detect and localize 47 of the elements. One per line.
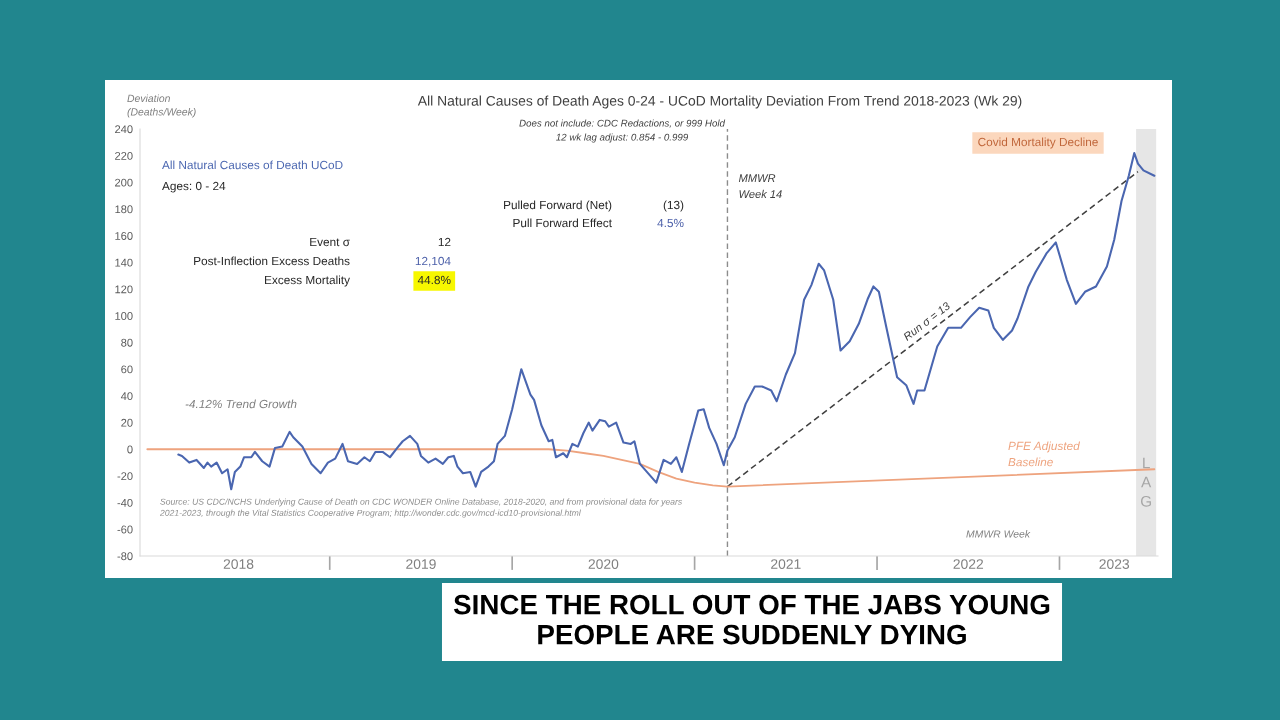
x-tick-label: 2021 <box>771 559 801 569</box>
y-tick-label: 80 <box>121 338 133 347</box>
text: Run σ = 13 <box>902 301 951 341</box>
x-axis-title: MMWR Week <box>966 530 1031 538</box>
text: All Natural Causes of Death UCoD <box>162 160 343 170</box>
x-tick-label: 2020 <box>588 559 619 569</box>
y-tick-label: 220 <box>115 151 133 160</box>
annotation: (13) <box>663 200 684 212</box>
y-tick-label: 20 <box>121 418 133 427</box>
y-tick-label: 100 <box>115 312 133 320</box>
y-tick-label: 0 <box>127 445 133 454</box>
y-tick-label: 160 <box>115 232 133 240</box>
y-tick-label: 60 <box>121 365 133 374</box>
text: SINCE THE ROLL OUT OF THE JABS YOUNG PEOPLE ARE SUDDENLY DYING <box>453 594 1050 645</box>
annotation: Excess Mortality <box>265 275 350 287</box>
x-tick-label: 2023 <box>1099 559 1130 569</box>
y-tick-label: 120 <box>115 285 133 294</box>
y-tick-label: 200 <box>115 178 133 187</box>
y-axis-title: Deviation (Deaths/Week) <box>127 94 196 118</box>
chart-title: All Natural Causes of Death Ages 0-24 - UCoD Mortality Deviation From Trend 2018-2023 (Wk 29) <box>417 95 1022 109</box>
chart-subtitle: Does not include: CDC Redactions, or 999 Hold 12 wk lag adjust: 0.854 - 0.999 <box>519 119 726 143</box>
annotation: 4.5% <box>657 218 684 228</box>
y-tick-label: -60 <box>117 525 133 534</box>
annotation: Ages: 0 - 24 <box>162 181 226 193</box>
y-tick-label: 240 <box>115 125 133 134</box>
annotation: -4.12% Trend Growth <box>185 399 297 409</box>
x-tick-label: 2022 <box>953 559 984 569</box>
annotation: 12 <box>438 237 451 247</box>
annotation: 44.8% <box>417 275 451 285</box>
y-tick-label: -80 <box>117 552 133 561</box>
series-label: PFE Adjusted Baseline <box>1008 441 1081 467</box>
annotation: 12,104 <box>415 256 451 267</box>
annotation: Pulled Forward (Net) <box>504 200 612 212</box>
y-tick-label: 140 <box>115 258 133 267</box>
annotation: Source: US CDC/NCHS Underlying Cause of Death on CDC WONDER Online Database, 2018-2020, and from provisional data for years 2021-2023, through the Vital Statistics Cooperative Program; http://wonder.cdc.gov/mcd-icd10-provisional.html <box>159 498 682 518</box>
annotation: Post-Inflection Excess Deaths <box>194 256 350 266</box>
ref-line-label: MMWR Week 14 <box>738 174 782 198</box>
x-tick-label: 2018 <box>223 559 254 569</box>
y-tick-label: 180 <box>115 205 133 214</box>
annotation: Covid Mortality Decline <box>978 137 1098 149</box>
y-tick-label: -40 <box>117 498 133 507</box>
x-tick-label: 2019 <box>406 559 436 569</box>
y-tick-label: -20 <box>117 472 133 481</box>
annotation: Pull Forward Effect <box>513 218 612 228</box>
band-label: L A G <box>1140 457 1152 507</box>
annotation: Event σ <box>310 237 350 247</box>
y-tick-label: 40 <box>120 392 133 401</box>
